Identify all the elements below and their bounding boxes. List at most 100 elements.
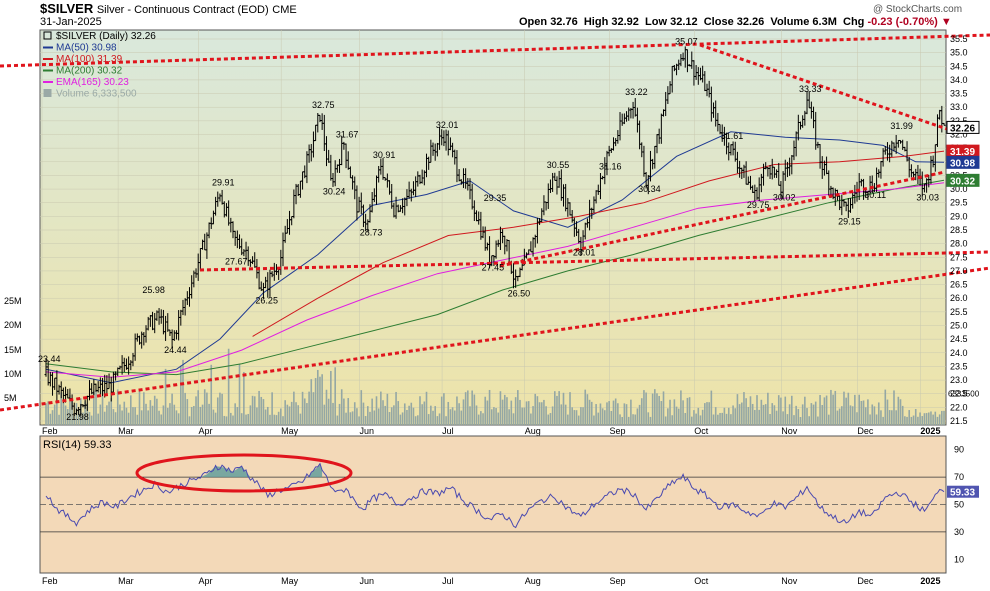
volume-value: 6.3M xyxy=(812,16,837,28)
watermark: @ StockCharts.com xyxy=(873,4,963,15)
volume-bar xyxy=(914,409,917,425)
descending-trendline xyxy=(699,43,951,132)
volume-bar xyxy=(119,404,121,425)
volume-bar xyxy=(412,407,415,425)
volume-bar xyxy=(417,415,419,425)
volume-bar xyxy=(251,395,254,425)
volume-bar xyxy=(601,408,604,425)
volume-bar xyxy=(693,410,695,425)
volume-bar xyxy=(503,394,506,425)
peak-label: 21.98 xyxy=(66,412,89,422)
volume-bar xyxy=(606,402,608,425)
trendlines xyxy=(0,33,990,412)
volume-bar xyxy=(593,415,595,425)
volume-bar xyxy=(460,410,463,425)
volume-bar xyxy=(475,405,478,425)
volume-bar xyxy=(64,405,67,425)
volume-bar xyxy=(386,393,389,425)
volume-bar xyxy=(234,403,236,425)
volume-bar xyxy=(875,414,878,425)
volume-bar xyxy=(62,400,65,425)
long-term-support-trendline xyxy=(0,266,990,412)
peak-label: 31.16 xyxy=(599,161,622,171)
volume-bar xyxy=(567,414,569,425)
price-tag xyxy=(946,120,980,134)
peak-label: 27.67 xyxy=(225,257,248,267)
volume-bar xyxy=(625,404,628,425)
volume-bar xyxy=(314,378,317,425)
rsi-highlight-circle xyxy=(135,453,353,493)
volume-bar xyxy=(564,404,567,425)
volume-bar xyxy=(410,402,413,425)
volume-bar xyxy=(930,411,932,425)
volume-bar xyxy=(773,405,776,425)
volume-bar xyxy=(569,392,571,425)
volume-bar xyxy=(199,406,202,425)
volume-bar xyxy=(271,392,273,425)
volume-bar xyxy=(664,416,667,425)
rsi-tick-label: 50 xyxy=(954,500,964,510)
volume-bar xyxy=(727,407,730,425)
volume-bar xyxy=(147,410,149,425)
price-tick-label: 34.5 xyxy=(950,61,968,71)
chart-title: $SILVER Silver - Continuous Contract (EO… xyxy=(40,1,297,16)
volume-bar xyxy=(219,392,221,425)
volume-bar xyxy=(158,410,160,425)
volume-bar xyxy=(514,397,517,425)
volume-bar xyxy=(854,394,856,425)
volume-bar xyxy=(834,390,837,425)
volume-bar xyxy=(327,398,330,425)
volume-bar xyxy=(860,400,863,425)
volume-bar xyxy=(740,402,743,425)
peak-label: 26.50 xyxy=(508,289,531,299)
volume-bar xyxy=(867,399,869,425)
volume-bar xyxy=(425,391,428,425)
volume-bar xyxy=(699,415,702,425)
volume-bar xyxy=(608,401,610,425)
volume-bar xyxy=(356,408,358,425)
volume-bar xyxy=(688,397,691,425)
volume-bar xyxy=(671,415,674,425)
volume-bar xyxy=(871,404,874,425)
ma-line xyxy=(45,179,945,376)
volume-bar xyxy=(206,392,208,425)
peak-label: 31.61 xyxy=(721,131,744,141)
volume-bar xyxy=(340,389,343,425)
rsi-tick-label: 10 xyxy=(954,554,964,564)
volume-bar xyxy=(467,390,469,425)
volume-bar xyxy=(580,407,582,425)
legend-swatch xyxy=(43,31,52,40)
volume-bar xyxy=(316,369,319,425)
volume-bar xyxy=(684,412,687,425)
volume-bar xyxy=(925,413,928,425)
volume-bar xyxy=(814,401,817,425)
volume-bar xyxy=(647,412,650,425)
volume-bar xyxy=(577,415,580,425)
volume-bar xyxy=(332,402,334,425)
volume-bar xyxy=(208,403,210,425)
volume-bar xyxy=(938,414,941,425)
volume-bar xyxy=(180,365,182,425)
volume-bar xyxy=(632,414,634,425)
price-tag-label: 32.26 xyxy=(950,123,975,134)
volume-bar xyxy=(301,391,304,425)
price-tick-label: 33.0 xyxy=(950,102,968,112)
volume-bar xyxy=(901,405,904,425)
volume-bar xyxy=(436,416,439,425)
volume-bar xyxy=(771,403,774,425)
volume-bar xyxy=(886,399,889,425)
volume-bar xyxy=(941,410,943,425)
volume-bar xyxy=(319,376,321,425)
volume-bars xyxy=(45,348,945,425)
volume-bar xyxy=(451,407,454,425)
peak-label: 31.99 xyxy=(890,121,913,131)
legend-label: MA(100) 31.39 xyxy=(56,54,123,65)
volume-bar xyxy=(588,399,591,425)
volume-bar xyxy=(762,404,765,425)
volume-tick-label: 5M xyxy=(4,393,17,403)
volume-bar xyxy=(812,404,815,425)
volume-bar xyxy=(193,405,195,425)
volume-bar xyxy=(540,402,543,425)
rsi-x-tick-label: Jun xyxy=(359,576,374,586)
